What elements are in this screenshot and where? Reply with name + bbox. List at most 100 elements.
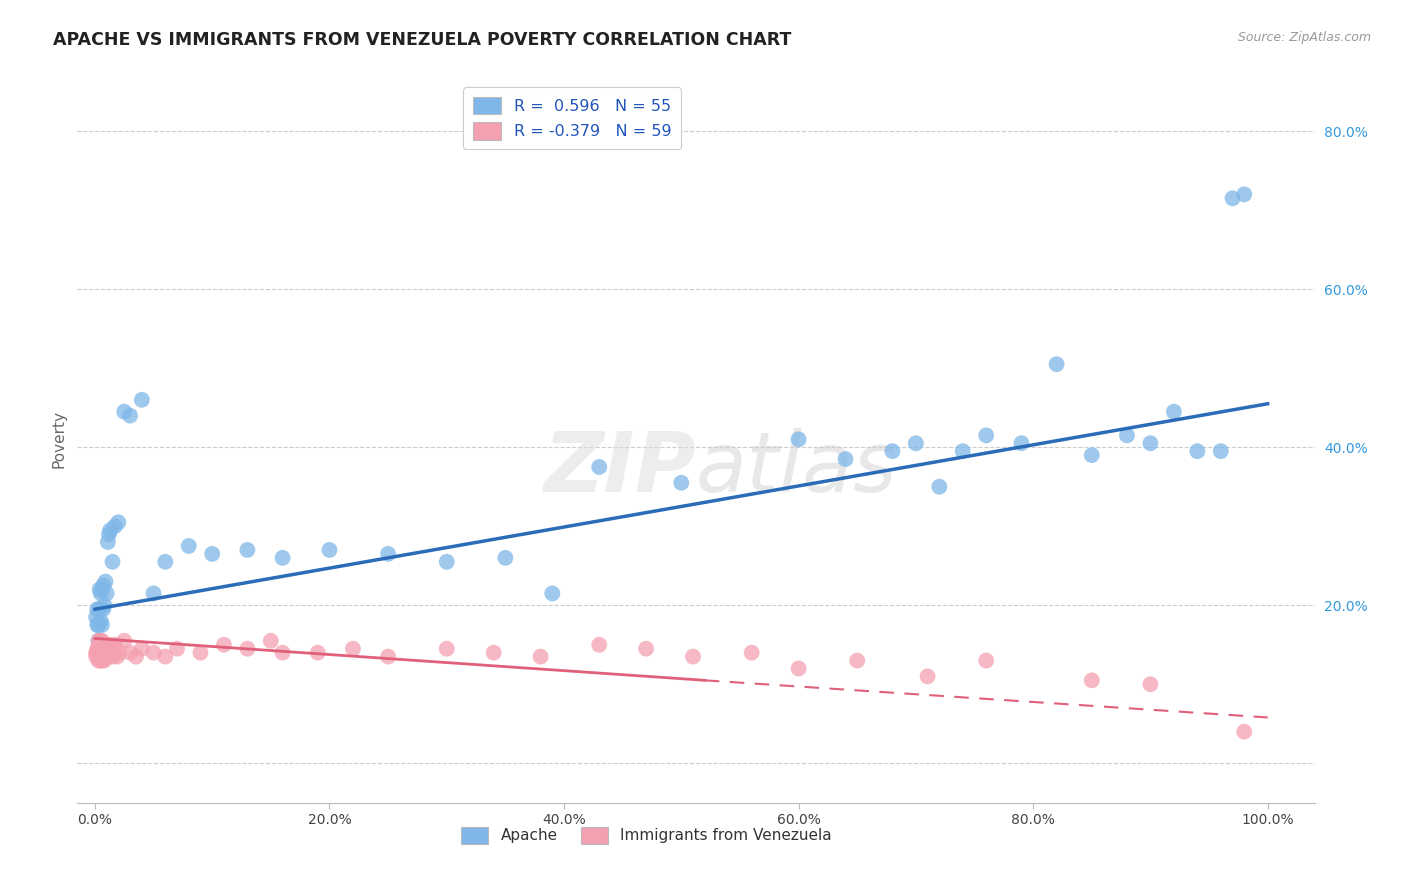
Point <box>236 641 259 656</box>
Point <box>91 641 114 656</box>
Point <box>87 654 110 668</box>
Point <box>98 523 121 537</box>
Point <box>87 633 110 648</box>
Point <box>494 550 516 565</box>
Point <box>84 610 107 624</box>
Point <box>131 641 153 656</box>
Point <box>131 392 153 407</box>
Point <box>125 649 148 664</box>
Point <box>84 646 107 660</box>
Point <box>101 649 124 664</box>
Point <box>108 646 131 660</box>
Text: ZIP: ZIP <box>543 428 696 509</box>
Point <box>974 428 997 442</box>
Point <box>787 433 810 447</box>
Point <box>271 646 294 660</box>
Point <box>104 519 127 533</box>
Point <box>90 614 112 628</box>
Point <box>1139 677 1161 691</box>
Point <box>97 641 120 656</box>
Point <box>120 409 142 423</box>
Point <box>94 638 117 652</box>
Point <box>87 641 110 656</box>
Point <box>260 633 283 648</box>
Point <box>482 646 505 660</box>
Point <box>342 641 364 656</box>
Point <box>952 444 974 458</box>
Point <box>86 646 108 660</box>
Point <box>93 641 115 656</box>
Point <box>190 646 212 660</box>
Point <box>96 649 118 664</box>
Text: atlas: atlas <box>696 428 897 509</box>
Point <box>96 586 118 600</box>
Point <box>236 543 259 558</box>
Point <box>1233 187 1256 202</box>
Point <box>155 649 177 664</box>
Point <box>834 452 856 467</box>
Point <box>94 649 117 664</box>
Point <box>94 574 117 589</box>
Point <box>1139 436 1161 450</box>
Point <box>541 586 564 600</box>
Point <box>588 460 610 475</box>
Point <box>1209 444 1232 458</box>
Point <box>529 649 551 664</box>
Point <box>91 582 114 597</box>
Point <box>105 649 128 664</box>
Point <box>1163 404 1185 418</box>
Point <box>142 646 165 660</box>
Point <box>98 527 121 541</box>
Point <box>91 649 114 664</box>
Point <box>1233 724 1256 739</box>
Point <box>436 641 458 656</box>
Point <box>741 646 763 660</box>
Point <box>87 618 110 632</box>
Point <box>671 475 693 490</box>
Point <box>166 641 188 656</box>
Point <box>91 602 114 616</box>
Point <box>107 516 129 530</box>
Point <box>90 586 112 600</box>
Point <box>904 436 927 450</box>
Point <box>98 646 121 660</box>
Point <box>1116 428 1139 442</box>
Point <box>84 649 107 664</box>
Legend: Apache, Immigrants from Venezuela: Apache, Immigrants from Venezuela <box>454 821 838 850</box>
Point <box>89 582 111 597</box>
Point <box>271 550 294 565</box>
Point <box>91 578 114 592</box>
Point <box>120 646 142 660</box>
Point <box>89 649 111 664</box>
Point <box>91 646 114 660</box>
Point <box>636 641 658 656</box>
Point <box>86 641 108 656</box>
Point <box>377 547 399 561</box>
Point <box>928 480 950 494</box>
Point <box>90 633 112 648</box>
Point <box>974 654 997 668</box>
Point <box>1187 444 1209 458</box>
Point <box>846 654 869 668</box>
Point <box>1010 436 1032 450</box>
Point <box>588 638 610 652</box>
Point <box>212 638 235 652</box>
Text: Source: ZipAtlas.com: Source: ZipAtlas.com <box>1237 31 1371 45</box>
Point <box>97 535 120 549</box>
Point <box>112 633 135 648</box>
Point <box>93 599 115 613</box>
Point <box>436 555 458 569</box>
Point <box>112 404 135 418</box>
Point <box>142 586 165 600</box>
Point <box>1222 191 1244 205</box>
Text: APACHE VS IMMIGRANTS FROM VENEZUELA POVERTY CORRELATION CHART: APACHE VS IMMIGRANTS FROM VENEZUELA POVE… <box>53 31 792 49</box>
Point <box>86 602 108 616</box>
Point <box>101 555 124 569</box>
Point <box>201 547 224 561</box>
Point <box>98 638 121 652</box>
Point <box>155 555 177 569</box>
Point <box>91 618 114 632</box>
Point <box>917 669 939 683</box>
Y-axis label: Poverty: Poverty <box>51 410 66 468</box>
Point <box>307 646 329 660</box>
